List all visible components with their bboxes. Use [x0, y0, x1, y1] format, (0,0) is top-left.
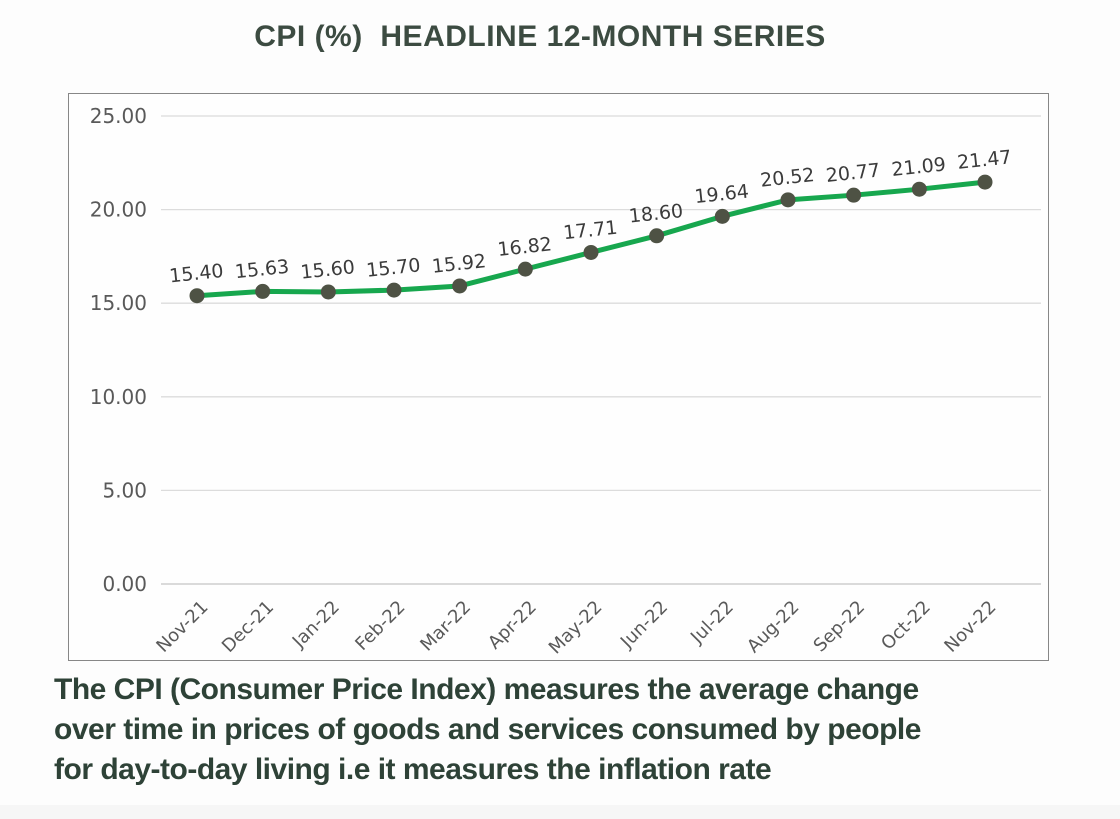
data-point-marker: [386, 282, 402, 298]
cpi-line-chart: 0.00 5.00 10.00 15.00 20.00 25.00 Nov-21 Dec-21…: [90, 104, 1041, 659]
x-tick-label: Jun-22: [616, 597, 672, 653]
data-point-marker: [846, 187, 862, 203]
y-tick-label: 25.00: [90, 104, 147, 128]
data-point-marker: [649, 228, 665, 244]
data-point-marker: [452, 278, 468, 294]
x-tick-label: Aug-22: [743, 597, 803, 657]
chart-caption: The CPI (Consumer Price Index) measures …: [54, 670, 1094, 790]
data-point-label: 19.64: [694, 181, 750, 209]
data-point-label: 15.63: [234, 256, 290, 284]
y-tick-label: 0.00: [102, 572, 147, 596]
caption-line-3: for day-to-day living i.e it measures th…: [54, 753, 772, 786]
data-point-label: 20.52: [759, 164, 815, 192]
data-point-marker: [977, 174, 993, 190]
data-point-label: 15.70: [365, 254, 421, 282]
data-point-label: 15.60: [300, 256, 356, 284]
x-tick-label: Oct-22: [877, 597, 935, 655]
y-tick-label: 20.00: [90, 198, 147, 222]
chart-plot-frame: 0.00 5.00 10.00 15.00 20.00 25.00 Nov-21 Dec-21…: [68, 93, 1049, 661]
data-point-label: 21.09: [891, 153, 947, 181]
y-tick-label: 5.00: [102, 478, 147, 502]
x-tick-label: Dec-21: [218, 597, 278, 657]
data-point-label: 15.40: [168, 260, 224, 288]
data-point-marker: [583, 244, 599, 260]
x-tick-label: Nov-21: [152, 597, 212, 657]
x-tick-label: Sep-22: [810, 597, 870, 657]
data-point-marker: [780, 192, 796, 208]
data-point-label: 17.71: [562, 217, 618, 245]
x-tick-label: Feb-22: [351, 597, 409, 655]
x-tick-label: Jul-22: [686, 597, 738, 649]
chart-title: CPI (%) HEADLINE 12-MONTH SERIES: [254, 20, 826, 53]
data-point-label: 15.92: [431, 250, 487, 278]
data-point-label: 16.82: [497, 233, 553, 261]
caption-line-2: over time in prices of goods and service…: [54, 713, 921, 746]
data-point-marker: [714, 208, 730, 224]
x-tick-label: Mar-22: [416, 597, 475, 656]
data-point-marker: [911, 181, 927, 197]
data-point-marker: [320, 284, 336, 300]
data-point-label: 20.77: [825, 159, 881, 187]
x-tick-label: Nov-22: [940, 597, 1000, 657]
caption-line-1: The CPI (Consumer Price Index) measures …: [54, 673, 919, 706]
bottom-strip: [0, 805, 1120, 819]
data-point-label: 21.47: [956, 146, 1012, 174]
y-tick-label: 15.00: [90, 291, 147, 315]
data-point-label: 18.60: [628, 200, 684, 228]
x-tick-label: Jan-22: [288, 597, 344, 653]
x-tick-label: Apr-22: [484, 597, 541, 654]
data-point-marker: [189, 288, 205, 304]
data-point-marker: [517, 261, 533, 277]
x-tick-label: May-22: [545, 597, 607, 659]
data-point-marker: [255, 283, 271, 299]
y-tick-label: 10.00: [90, 385, 147, 409]
